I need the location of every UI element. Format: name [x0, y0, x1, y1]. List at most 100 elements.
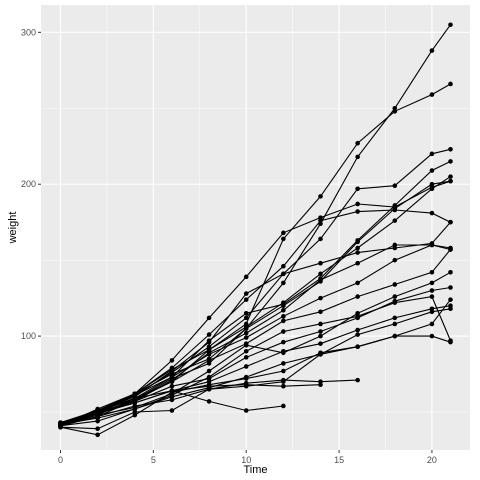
data-point	[281, 350, 286, 356]
data-point	[448, 81, 453, 87]
x-tick-label: 15	[334, 455, 344, 465]
data-point	[243, 274, 249, 280]
data-point	[243, 374, 249, 380]
data-point	[243, 341, 249, 346]
y-tick-label: 300	[21, 27, 36, 37]
data-point	[429, 151, 435, 157]
series-19	[58, 146, 453, 427]
data-point	[355, 250, 360, 255]
x-tick-label: 0	[58, 455, 63, 465]
data-point	[281, 301, 286, 307]
data-point	[392, 183, 398, 189]
data-point	[281, 271, 286, 277]
data-point	[281, 263, 286, 269]
data-point	[318, 352, 323, 357]
data-point	[206, 315, 212, 321]
data-point	[281, 329, 286, 334]
data-point	[429, 210, 435, 216]
x-tick-label: 10	[241, 455, 251, 465]
data-point	[318, 333, 323, 339]
series-line	[60, 299, 451, 427]
data-point	[243, 355, 249, 360]
data-point	[355, 294, 360, 299]
series-line	[60, 221, 451, 427]
data-point	[318, 271, 323, 277]
data-point	[169, 391, 175, 397]
data-point	[429, 288, 435, 293]
data-point	[243, 297, 249, 302]
data-point	[243, 364, 249, 369]
data-point	[243, 315, 249, 321]
data-point	[448, 285, 453, 290]
data-point	[429, 48, 435, 53]
data-point	[281, 230, 286, 236]
x-tick-label: 5	[151, 455, 156, 465]
data-point	[448, 247, 453, 252]
data-point	[132, 412, 138, 418]
data-point	[392, 218, 398, 223]
data-point	[243, 291, 249, 296]
data-point	[95, 426, 100, 432]
data-point	[281, 361, 286, 366]
data-point	[448, 338, 453, 343]
data-point	[392, 315, 398, 321]
y-axis: 100 200 300	[21, 27, 41, 341]
data-point	[58, 423, 63, 428]
y-axis-title: weight	[7, 212, 19, 245]
y-tick-label: 100	[21, 331, 36, 341]
data-point	[355, 154, 360, 160]
data-point	[281, 383, 286, 389]
data-point	[355, 332, 360, 337]
data-point	[132, 391, 138, 397]
series-line	[60, 24, 451, 427]
data-point	[206, 356, 212, 362]
data-point	[355, 238, 360, 243]
data-point	[206, 332, 212, 337]
data-point	[318, 260, 323, 266]
data-point	[355, 260, 360, 266]
data-point	[206, 339, 212, 345]
data-point	[243, 348, 249, 354]
data-point	[355, 280, 360, 286]
data-point	[281, 236, 286, 242]
data-point	[448, 146, 453, 152]
series-line	[60, 244, 451, 427]
series-line	[60, 335, 451, 436]
data-point	[355, 140, 360, 146]
data-point	[169, 383, 175, 389]
data-point	[243, 311, 249, 316]
data-point	[355, 377, 360, 383]
data-point	[355, 201, 360, 207]
series-layer	[58, 22, 453, 438]
data-point	[429, 184, 435, 190]
data-point	[318, 309, 323, 315]
data-point	[429, 280, 435, 286]
data-point	[206, 347, 212, 353]
data-point	[281, 403, 286, 409]
data-point	[281, 318, 286, 324]
data-point	[206, 374, 212, 380]
data-point	[392, 300, 398, 305]
data-point	[392, 245, 398, 251]
data-point	[206, 361, 212, 366]
x-tick-label: 20	[427, 455, 437, 465]
data-point	[243, 335, 249, 340]
data-point	[243, 326, 249, 331]
data-point	[318, 329, 323, 334]
data-point	[448, 270, 453, 275]
data-point	[281, 314, 286, 319]
series-line	[60, 271, 451, 425]
data-point	[281, 379, 286, 384]
data-point	[206, 386, 212, 392]
data-point	[448, 159, 453, 164]
data-point	[318, 379, 323, 384]
data-point	[429, 333, 435, 339]
data-point	[318, 194, 323, 199]
data-point	[318, 341, 323, 346]
data-point	[429, 168, 435, 173]
data-point	[95, 432, 100, 438]
data-point	[206, 368, 212, 374]
data-point	[318, 236, 323, 242]
data-point	[355, 245, 360, 251]
